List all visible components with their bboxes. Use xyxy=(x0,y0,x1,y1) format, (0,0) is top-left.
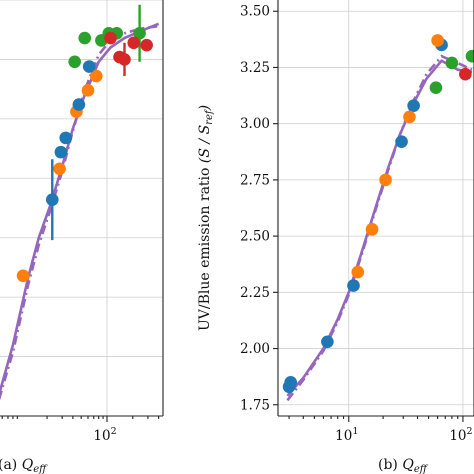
x-axis-label-b: (b) Qeff xyxy=(378,457,429,474)
data-point-a-3-0 xyxy=(104,31,117,45)
data-point-a-1-3 xyxy=(72,98,86,111)
x-axis-label-b-var: Q xyxy=(402,457,414,473)
fit-curve-dashdot-b xyxy=(286,54,473,402)
data-point-b-0-3 xyxy=(347,279,360,292)
x-tick-label-a-0: 102 xyxy=(93,426,116,444)
fit-curve-solid-a xyxy=(0,22,160,395)
fit-curve-solid-b xyxy=(286,59,473,397)
data-point-b-2-0 xyxy=(429,81,443,94)
data-point-b-3-0 xyxy=(459,67,472,81)
data-point-a-3-4 xyxy=(140,38,153,52)
x-tick-label-b-1: 102 xyxy=(449,426,472,444)
data-point-a-2-5 xyxy=(133,26,146,40)
y-tick-label-b-0: 1.75 xyxy=(240,397,270,413)
data-point-b-1-3 xyxy=(403,110,416,124)
data-point-b-2-1 xyxy=(445,56,459,70)
x-axis-label-a-prefix: (a) xyxy=(0,457,22,473)
y-axis-label-b-math: (S / S xyxy=(197,125,213,163)
y-tick-label-b-5: 3.00 xyxy=(240,116,270,132)
data-point-a-0-1 xyxy=(53,162,66,176)
y-axis-label-b-sub: ref xyxy=(204,108,215,125)
data-point-a-0-3 xyxy=(81,84,95,97)
chart-panel-b: 1.75 2.00 2.25 2.50 2.75 3.00 3.25 3.50 101 102 (… xyxy=(197,0,474,474)
data-point-b-1-1 xyxy=(365,223,379,236)
fit-curve-dashdot-a xyxy=(0,24,159,400)
data-point-a-1-4 xyxy=(82,60,96,73)
data-point-b-1-0 xyxy=(351,265,365,279)
y-tick-label-b-3: 2.50 xyxy=(240,229,270,245)
data-point-a-0-0 xyxy=(16,269,30,283)
data-point-a-1-1 xyxy=(54,145,68,159)
data-point-a-1-0 xyxy=(45,193,59,206)
data-point-b-2-2 xyxy=(465,49,474,63)
data-point-a-0-4 xyxy=(89,69,103,83)
x-tick-label-b-0: 101 xyxy=(335,426,358,444)
data-point-a-2-0 xyxy=(68,55,81,69)
y-tick-label-b-1: 2.00 xyxy=(240,341,270,357)
y-axis-label-b: UV/Blue emission ratio (S / Sref) xyxy=(197,105,215,331)
y-tick-label-b-6: 3.25 xyxy=(240,60,270,76)
x-axis-label-a-var: Q xyxy=(22,457,34,473)
data-point-b-0-5 xyxy=(407,99,420,112)
data-point-a-1-2 xyxy=(59,131,73,145)
y-tick-label-b-2: 2.25 xyxy=(240,285,270,301)
chart-panel-a: 102 (a) Qeff xyxy=(0,0,164,474)
x-axis-label-a-sub: eff xyxy=(33,464,48,474)
data-point-b-0-1 xyxy=(284,375,297,389)
x-axis-label-b-prefix: (b) xyxy=(378,457,402,473)
data-point-a-3-3 xyxy=(127,36,141,50)
y-tick-label-b-4: 2.75 xyxy=(240,172,270,188)
data-point-a-2-1 xyxy=(78,31,92,45)
y-axis-label-b-close: ) xyxy=(197,105,213,111)
x-axis-label-a: (a) Qeff xyxy=(0,457,48,474)
data-point-b-1-2 xyxy=(379,173,392,187)
data-point-b-0-2 xyxy=(321,335,334,349)
data-point-b-0-4 xyxy=(395,135,408,148)
x-axis-label-b-sub: eff xyxy=(414,464,429,474)
data-point-a-3-2 xyxy=(118,53,131,66)
y-tick-label-b-7: 3.50 xyxy=(240,4,270,20)
data-point-b-1-4 xyxy=(431,34,444,47)
y-axis-label-b-text: UV/Blue emission ratio xyxy=(197,163,213,331)
